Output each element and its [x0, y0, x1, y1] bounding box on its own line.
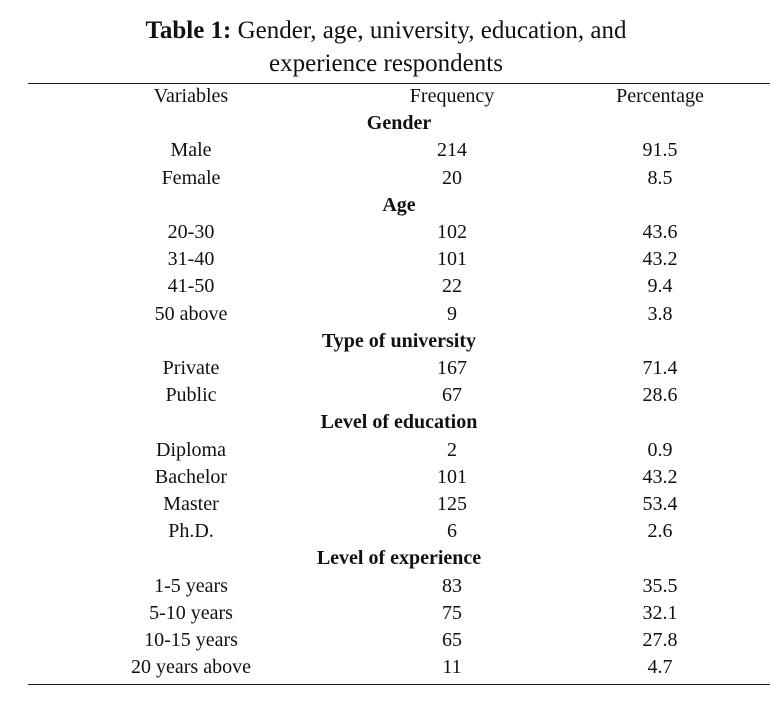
cell-percentage: 43.6 — [642, 221, 678, 244]
table-row: 50 above 9 3.8 — [28, 301, 770, 328]
cell-frequency: 6 — [447, 520, 457, 543]
cell-frequency: 101 — [437, 248, 467, 271]
table-row: 20-30 102 43.6 — [28, 219, 770, 246]
group-row-gender: Gender — [28, 110, 770, 137]
group-title: Age — [382, 193, 416, 216]
group-title: Gender — [366, 112, 432, 135]
cell-frequency: 20 — [442, 166, 462, 189]
table-row: 41-50 22 9.4 — [28, 273, 770, 300]
cell-percentage: 9.4 — [647, 275, 673, 298]
table-row: 1-5 years 83 35.5 — [28, 573, 770, 600]
table-row: Male 214 91.5 — [28, 137, 770, 164]
header-row: Variables Frequency Percentage — [28, 83, 770, 110]
cell-variable: Private — [162, 357, 220, 380]
cell-percentage: 53.4 — [642, 493, 678, 516]
cell-frequency: 2 — [447, 438, 457, 461]
cell-variable: 10-15 years — [144, 629, 238, 652]
cell-percentage: 2.6 — [647, 520, 673, 543]
cell-percentage: 8.5 — [647, 166, 673, 189]
cell-variable: 20-30 — [167, 221, 215, 244]
cell-frequency: 167 — [437, 357, 467, 380]
cell-variable: 41-50 — [167, 275, 215, 298]
table-row: Female 20 8.5 — [28, 165, 770, 192]
caption-line-1: Table 1: Gender, age, university, educat… — [0, 14, 772, 47]
cell-frequency: 65 — [442, 629, 462, 652]
cell-percentage: 91.5 — [642, 139, 678, 162]
group-row-level-of-experience: Level of experience — [28, 545, 770, 572]
cell-frequency: 125 — [437, 493, 467, 516]
header-frequency: Frequency — [409, 85, 495, 107]
table-row: Ph.D. 6 2.6 — [28, 518, 770, 545]
header-variables: Variables — [153, 85, 229, 107]
group-row-age: Age — [28, 192, 770, 219]
cell-frequency: 11 — [442, 656, 462, 679]
cell-percentage: 28.6 — [642, 384, 678, 407]
table-row: 20 years above 11 4.7 — [28, 654, 770, 681]
table-row: 31-40 101 43.2 — [28, 246, 770, 273]
cell-variable: Ph.D. — [168, 520, 214, 543]
header-percentage: Percentage — [616, 85, 704, 107]
cell-frequency: 101 — [437, 465, 467, 488]
cell-frequency: 83 — [442, 574, 462, 597]
table-row: Diploma 2 0.9 — [28, 437, 770, 464]
cell-percentage: 43.2 — [642, 248, 678, 271]
group-row-level-of-education: Level of education — [28, 409, 770, 436]
cell-percentage: 71.4 — [642, 357, 678, 380]
respondents-table: Variables Frequency Percentage Gender Ma… — [28, 83, 770, 681]
cell-variable: Diploma — [156, 438, 226, 461]
table-top-rule — [28, 83, 770, 84]
group-row-type-of-university: Type of university — [28, 328, 770, 355]
cell-percentage: 4.7 — [647, 656, 673, 679]
cell-variable: 20 years above — [131, 656, 251, 679]
caption-line-2: experience respondents — [269, 50, 503, 77]
group-title: Type of university — [321, 329, 477, 352]
cell-variable: 5-10 years — [149, 601, 233, 624]
group-title: Level of experience — [316, 547, 482, 570]
caption-title-part-1: Gender, age, university, education, and — [237, 17, 627, 44]
cell-percentage: 43.2 — [642, 465, 678, 488]
cell-percentage: 0.9 — [647, 438, 673, 461]
cell-frequency: 102 — [437, 221, 467, 244]
cell-variable: Bachelor — [154, 465, 228, 488]
table-caption: Table 1: Gender, age, university, educat… — [0, 14, 772, 80]
cell-variable: Public — [165, 384, 217, 407]
cell-variable: 50 above — [154, 302, 228, 325]
cell-variable: Master — [163, 493, 219, 516]
table-row: Private 167 71.4 — [28, 355, 770, 382]
table-row: Master 125 53.4 — [28, 491, 770, 518]
cell-percentage: 32.1 — [642, 601, 678, 624]
table-row: Bachelor 101 43.2 — [28, 464, 770, 491]
caption-label: Table 1: — [145, 17, 232, 44]
cell-variable: 31-40 — [167, 248, 215, 271]
cell-percentage: 27.8 — [642, 629, 678, 652]
table-row: Public 67 28.6 — [28, 382, 770, 409]
cell-frequency: 9 — [447, 302, 457, 325]
cell-frequency: 75 — [442, 601, 462, 624]
cell-frequency: 67 — [442, 384, 462, 407]
group-title: Level of education — [320, 411, 478, 434]
cell-frequency: 214 — [437, 139, 467, 162]
cell-variable: Female — [161, 166, 221, 189]
table-row: 5-10 years 75 32.1 — [28, 600, 770, 627]
cell-variable: 1-5 years — [154, 574, 228, 597]
cell-variable: Male — [170, 139, 212, 162]
cell-percentage: 3.8 — [647, 302, 673, 325]
table-row: 10-15 years 65 27.8 — [28, 627, 770, 654]
table-bottom-rule — [28, 684, 770, 685]
cell-percentage: 35.5 — [642, 574, 678, 597]
cell-frequency: 22 — [442, 275, 462, 298]
